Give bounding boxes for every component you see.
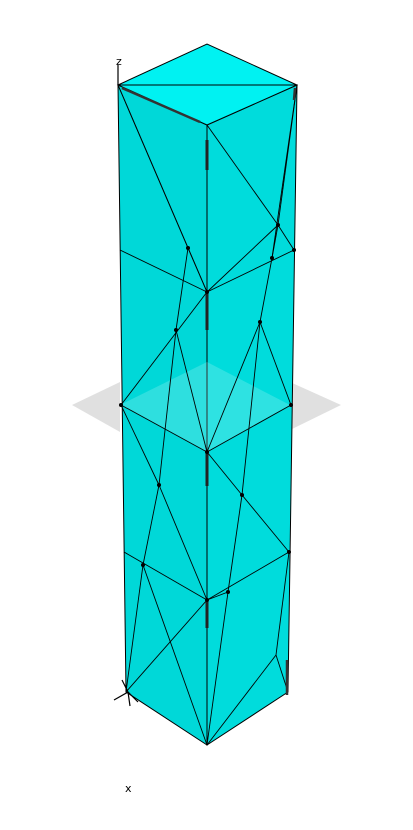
axis-triad <box>113 65 139 707</box>
cutting-plane-back <box>72 382 120 432</box>
top-right-thick-edge <box>292 87 297 101</box>
mesh-edges <box>117 84 298 746</box>
cutting-plane-back-right <box>290 382 341 430</box>
top-left-thick-edge <box>121 86 201 124</box>
cutting-plane-front <box>120 362 290 452</box>
x-axis-label: x <box>125 782 132 795</box>
z-axis-label: z <box>116 55 122 68</box>
mesh-nodes <box>119 223 296 602</box>
